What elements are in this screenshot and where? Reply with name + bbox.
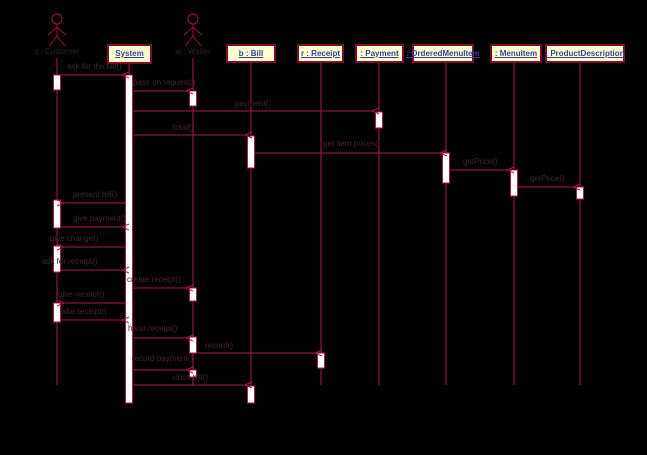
object-label: System (115, 49, 144, 58)
object-box-ordered-menu-item[interactable]: : OrderedMenuItem (406, 44, 480, 63)
message-label-9: give payment() (73, 214, 126, 223)
message-label-14: take receipt() (60, 307, 107, 316)
message-arrowhead-12 (184, 284, 194, 292)
activation-bar-receipt (317, 352, 325, 369)
activation-bar-payment (375, 111, 383, 129)
object-label: b : Bill (238, 48, 264, 58)
activation-bar-waiter (189, 90, 197, 107)
message-arrowhead-9 (120, 223, 130, 231)
message-arrowhead-8 (56, 199, 66, 207)
activation-bar-customer (53, 74, 61, 91)
message-label-8: present bill() (73, 190, 117, 199)
activation-bar-customer (53, 245, 61, 273)
message-label-11: ask for receipt() (42, 257, 98, 266)
message-arrowhead-1 (120, 71, 130, 79)
activation-bar-customer (53, 199, 61, 229)
activation-bar-bill (247, 135, 255, 169)
message-arrowhead-2 (184, 87, 194, 95)
actor-label-waiter: w : Waiter (175, 47, 211, 56)
object-box-bill[interactable]: b : Bill (226, 44, 276, 63)
object-box-menu-item[interactable]: : MenuItem (490, 44, 542, 63)
actor-label-customer: c : Customer (34, 47, 80, 56)
activation-bar-waiter (189, 336, 197, 354)
activation-bar-menu-item (510, 169, 518, 197)
actor-figure-leg-left-waiter (184, 35, 194, 47)
object-label: r : Receipt (300, 48, 341, 58)
message-arrowhead-7 (571, 183, 581, 191)
activation-bar-waiter (189, 369, 197, 378)
object-box-receipt[interactable]: r : Receipt (297, 44, 344, 63)
object-label: : Payment (360, 48, 399, 58)
message-arrowhead-17 (184, 366, 194, 374)
actor-figure-head-waiter (187, 13, 199, 25)
message-arrowhead-11 (120, 266, 130, 274)
object-label: : ProductDescription (545, 48, 625, 58)
message-label-12: create receipt() (127, 275, 181, 284)
message-arrowhead-3 (370, 107, 380, 115)
actor-figure-head-customer (51, 13, 63, 25)
activation-bar-system (125, 74, 133, 404)
message-label-4: total() (173, 123, 194, 132)
actor-figure-leg-right-waiter (192, 35, 202, 47)
activation-bar-product-description (576, 186, 584, 200)
message-arrowhead-15 (184, 334, 194, 342)
actor-figure-leg-left-customer (48, 35, 58, 47)
message-label-17: record payment() (132, 354, 193, 363)
message-label-5: get item prices() (323, 139, 381, 148)
message-label-6: getPrice() (463, 157, 498, 166)
message-label-16: record() (205, 341, 233, 350)
activation-bar-bill (247, 385, 255, 404)
message-label-1: ask for the bill() (67, 62, 122, 71)
message-arrowhead-10 (56, 243, 66, 251)
object-label: : MenuItem (494, 48, 538, 58)
message-label-3: payment() (235, 99, 271, 108)
message-arrowhead-6 (505, 166, 515, 174)
actor-figure-arm-left-waiter (183, 26, 194, 36)
message-label-15: hand receipt() (128, 324, 178, 333)
message-arrowhead-4 (243, 131, 253, 139)
activation-bar-ordered-menu-item (442, 152, 450, 184)
object-box-product-description[interactable]: : ProductDescription (545, 44, 625, 63)
activation-bar-customer (53, 302, 61, 323)
actor-figure-arm-left-customer (47, 26, 58, 36)
activation-bar-waiter (189, 287, 197, 302)
message-arrowhead-14 (120, 316, 130, 324)
message-arrowhead-16 (313, 349, 323, 357)
message-label-2: pass on request() (133, 78, 196, 87)
message-label-13: give receipt() (58, 290, 105, 299)
object-label: : OrderedMenuItem (406, 48, 480, 58)
actor-figure-arm-right-customer (56, 26, 67, 36)
message-arrowhead-18 (243, 381, 253, 389)
actor-figure-arm-right-waiter (192, 26, 203, 36)
actor-figure-leg-right-customer (56, 35, 66, 47)
message-label-7: getPrice() (530, 174, 565, 183)
message-label-18: close bill() (172, 373, 208, 382)
message-arrowhead-13 (56, 299, 66, 307)
message-arrowhead-5 (438, 149, 448, 157)
object-box-system[interactable]: System (107, 44, 152, 64)
object-box-payment[interactable]: : Payment (355, 44, 404, 63)
message-label-10: give change() (50, 234, 99, 243)
